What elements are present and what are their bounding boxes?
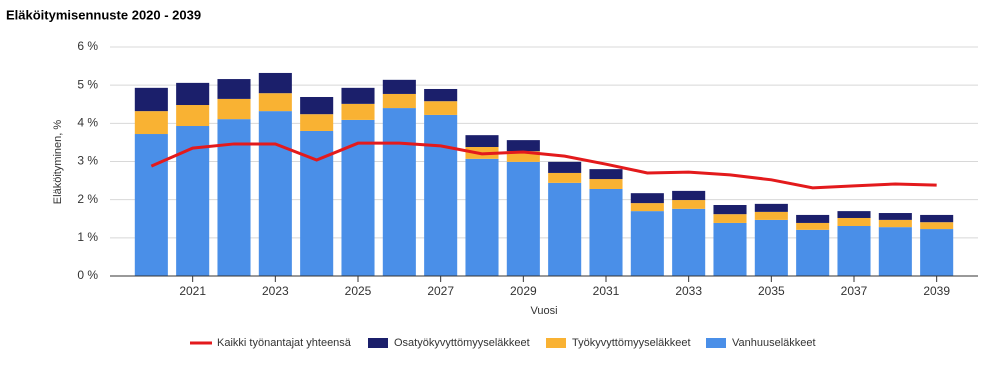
y-tick-label: 2 % bbox=[77, 192, 98, 206]
legend-swatch bbox=[706, 338, 726, 348]
bar-segment bbox=[754, 203, 788, 212]
chart-title: Eläköitymisennuste 2020 - 2039 bbox=[6, 7, 201, 22]
y-tick-label: 0 % bbox=[77, 268, 98, 282]
y-tick-label: 5 % bbox=[77, 77, 98, 91]
y-tick-label: 3 % bbox=[77, 154, 98, 168]
bar-segment bbox=[258, 93, 292, 112]
bar-segment bbox=[134, 87, 168, 112]
bar-segment bbox=[258, 72, 292, 94]
x-tick-label: 2027 bbox=[427, 284, 454, 298]
bar-segment bbox=[176, 105, 210, 127]
bar-segment bbox=[217, 98, 251, 120]
bar-segment bbox=[796, 222, 830, 230]
legend-label: Työkyvyttömyyseläkkeet bbox=[572, 337, 691, 349]
legend-swatch bbox=[546, 338, 566, 348]
bar-segment bbox=[672, 200, 706, 209]
bar-segment bbox=[630, 203, 664, 212]
bar-segment bbox=[300, 96, 334, 115]
x-tick-label: 2035 bbox=[758, 284, 785, 298]
bar-segment bbox=[506, 161, 540, 276]
bar-segment bbox=[382, 79, 416, 94]
bar-segment bbox=[837, 217, 871, 227]
bar-segment bbox=[341, 103, 375, 120]
x-tick-label: 2025 bbox=[345, 284, 372, 298]
bar-segment bbox=[465, 158, 499, 276]
bar-segment bbox=[424, 114, 458, 276]
bar-segment bbox=[672, 208, 706, 276]
bar-segment bbox=[837, 211, 871, 218]
bar-segment bbox=[548, 161, 582, 173]
y-axis-label: Eläköityminen, % bbox=[52, 120, 64, 205]
y-tick-label: 6 % bbox=[77, 39, 98, 53]
bar-segment bbox=[176, 126, 210, 276]
bar-segment bbox=[217, 79, 251, 99]
bar-segment bbox=[630, 211, 664, 276]
bar-segment bbox=[754, 219, 788, 276]
legend-swatch bbox=[368, 338, 388, 348]
x-tick-label: 2023 bbox=[262, 284, 289, 298]
bar-segment bbox=[796, 214, 830, 223]
bar-segment bbox=[506, 151, 540, 162]
bar-segment bbox=[424, 88, 458, 102]
bar-segment bbox=[878, 227, 912, 276]
bar-segment bbox=[341, 87, 375, 104]
bar-segment bbox=[382, 93, 416, 109]
x-tick-label: 2037 bbox=[841, 284, 868, 298]
bar-segment bbox=[134, 134, 168, 276]
bar-segment bbox=[630, 193, 664, 204]
line-series bbox=[150, 141, 937, 190]
bar-segment bbox=[878, 219, 912, 228]
bar-segment bbox=[341, 119, 375, 276]
bar-segment bbox=[300, 130, 334, 276]
bar-segment bbox=[796, 229, 830, 276]
bar-segment bbox=[258, 111, 292, 277]
x-tick-label: 2021 bbox=[179, 284, 206, 298]
bar-segment bbox=[672, 190, 706, 201]
bar-segment bbox=[589, 169, 623, 180]
bar-segment bbox=[713, 222, 747, 276]
x-axis-label: Vuosi bbox=[530, 305, 557, 317]
legend-label: Osatyökyvyttömyyseläkkeet bbox=[394, 337, 530, 349]
bar-segment bbox=[920, 222, 954, 230]
bar-segment bbox=[382, 108, 416, 276]
bar-segment bbox=[754, 211, 788, 220]
bar-segment bbox=[465, 135, 499, 147]
legend-label: Kaikki työnantajat yhteensä bbox=[217, 337, 352, 349]
bar-segment bbox=[424, 101, 458, 115]
bar-segment bbox=[548, 182, 582, 276]
bar-segment bbox=[134, 111, 168, 135]
bar-segment bbox=[713, 205, 747, 215]
x-tick-label: 2031 bbox=[593, 284, 620, 298]
bar-segment bbox=[878, 213, 912, 220]
legend-label: Vanhuuseläkkeet bbox=[732, 337, 816, 349]
x-tick-label: 2033 bbox=[675, 284, 702, 298]
bar-segment bbox=[837, 226, 871, 276]
y-tick-label: 1 % bbox=[77, 230, 98, 244]
bar-segment bbox=[589, 188, 623, 276]
bar-segment bbox=[506, 140, 540, 152]
bar-segment bbox=[548, 172, 582, 183]
bar-segment bbox=[920, 229, 954, 276]
bar-segment bbox=[920, 214, 954, 223]
x-tick-label: 2029 bbox=[510, 284, 537, 298]
bar-segment bbox=[176, 82, 210, 106]
bar-segment bbox=[713, 214, 747, 223]
bar-segment bbox=[300, 114, 334, 131]
bar-segment bbox=[589, 179, 623, 189]
x-tick-label: 2039 bbox=[923, 284, 950, 298]
y-tick-label: 4 % bbox=[77, 116, 98, 130]
